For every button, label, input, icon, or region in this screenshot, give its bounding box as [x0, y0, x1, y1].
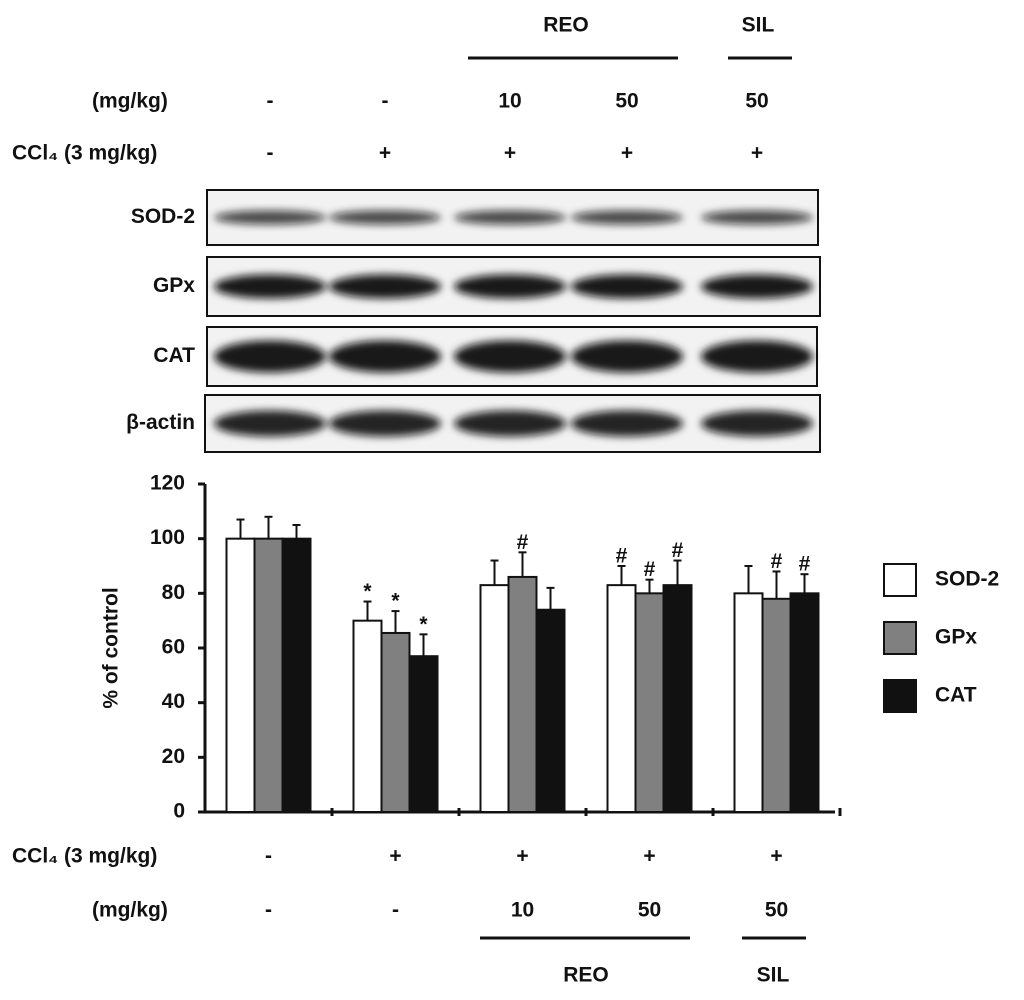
x-row-label: CCl₄ (3 mg/kg): [12, 845, 157, 868]
band: [454, 410, 566, 437]
bands: [214, 340, 813, 373]
band: [329, 274, 441, 299]
band: [571, 274, 683, 299]
x-row-value: -: [265, 899, 272, 922]
bands: [214, 210, 813, 225]
band: [701, 274, 813, 299]
significance: #: [771, 550, 783, 573]
dose-value: 50: [615, 90, 638, 113]
y-tick-label: 40: [162, 690, 185, 713]
dose-value: 50: [745, 90, 768, 113]
band: [214, 340, 326, 373]
band: [329, 210, 441, 225]
protein-label: SOD-2: [131, 205, 195, 228]
x-row-value: -: [265, 845, 272, 868]
legend-swatch: [883, 679, 917, 713]
dose-value: -: [382, 90, 389, 113]
bar: [789, 592, 820, 813]
ccl4-value: +: [504, 142, 516, 165]
y-tick-label: 20: [162, 745, 185, 768]
group-label: REO: [563, 964, 609, 987]
band: [571, 210, 683, 225]
x-row-value: +: [770, 845, 782, 868]
band: [214, 410, 326, 437]
band: [571, 340, 683, 373]
band: [701, 340, 813, 373]
bar: [662, 584, 693, 814]
band: [214, 210, 326, 225]
significance: #: [644, 558, 656, 581]
western-blot: REO SIL (mg/kg) CCl₄ (3 mg/kg) - - - +10 +50 +50 +…: [12, 14, 821, 453]
legend-label: CAT: [935, 684, 977, 707]
legend-label: SOD-2: [935, 568, 999, 591]
ccl4-value: -: [267, 142, 274, 165]
protein-label: β-actin: [126, 411, 195, 434]
x-row-value: +: [516, 845, 528, 868]
ccl4-value: +: [379, 142, 391, 165]
x-row-value: 10: [511, 899, 534, 922]
group-label: SIL: [757, 964, 790, 987]
bar: [761, 597, 792, 813]
band: [329, 340, 441, 373]
bar: [352, 619, 383, 814]
x-row-value: 50: [765, 899, 788, 922]
y-tick-label: 120: [150, 472, 185, 495]
bar-chart: 0 20 40 60 80 100 120 % of control * # SOD-2 * # # # GP…: [12, 472, 999, 987]
bar: [380, 631, 411, 814]
significance: #: [799, 553, 811, 576]
bar: [535, 608, 566, 813]
group-label: REO: [543, 14, 589, 37]
bar: [606, 584, 637, 814]
significance: *: [363, 580, 372, 603]
bar: [408, 655, 439, 814]
y-axis-label: % of control: [100, 587, 123, 708]
y-tick-label: 60: [162, 636, 185, 659]
bands: [214, 274, 813, 299]
y-tick-label: 0: [173, 800, 185, 823]
ccl4-value: +: [751, 142, 763, 165]
bar: [479, 584, 510, 814]
band: [329, 410, 441, 437]
bands: [214, 410, 813, 437]
significance: #: [517, 531, 529, 554]
x-row-value: +: [389, 845, 401, 868]
legend-label: GPx: [935, 626, 977, 649]
band: [701, 410, 813, 437]
band: [701, 210, 813, 225]
x-row-value: 50: [638, 899, 661, 922]
row-label: (mg/kg): [92, 90, 168, 113]
bar: [733, 592, 764, 813]
band: [454, 340, 566, 373]
y-tick-label: 80: [162, 581, 185, 604]
protein-label: CAT: [153, 344, 195, 367]
band: [571, 410, 683, 437]
significance: #: [616, 545, 628, 568]
band: [454, 274, 566, 299]
protein-label: GPx: [153, 274, 195, 297]
legend-swatch: [883, 621, 917, 655]
bar: [253, 537, 284, 814]
dose-value: -: [267, 90, 274, 113]
ccl4-value: +: [621, 142, 633, 165]
band: [454, 210, 566, 225]
significance: #: [672, 539, 684, 562]
bar: [634, 592, 665, 813]
bar: [281, 537, 312, 814]
x-row-label: (mg/kg): [92, 899, 168, 922]
dose-value: 10: [498, 90, 521, 113]
legend-swatch: [883, 563, 917, 597]
x-row-value: -: [392, 899, 399, 922]
group-label: SIL: [742, 14, 775, 37]
x-row-value: +: [643, 845, 655, 868]
row-label: CCl₄ (3 mg/kg): [12, 142, 157, 165]
y-tick-label: 100: [150, 526, 185, 549]
significance: *: [391, 590, 400, 613]
bar: [507, 575, 538, 814]
band: [214, 274, 326, 299]
significance: *: [419, 613, 428, 636]
bar: [225, 537, 256, 814]
